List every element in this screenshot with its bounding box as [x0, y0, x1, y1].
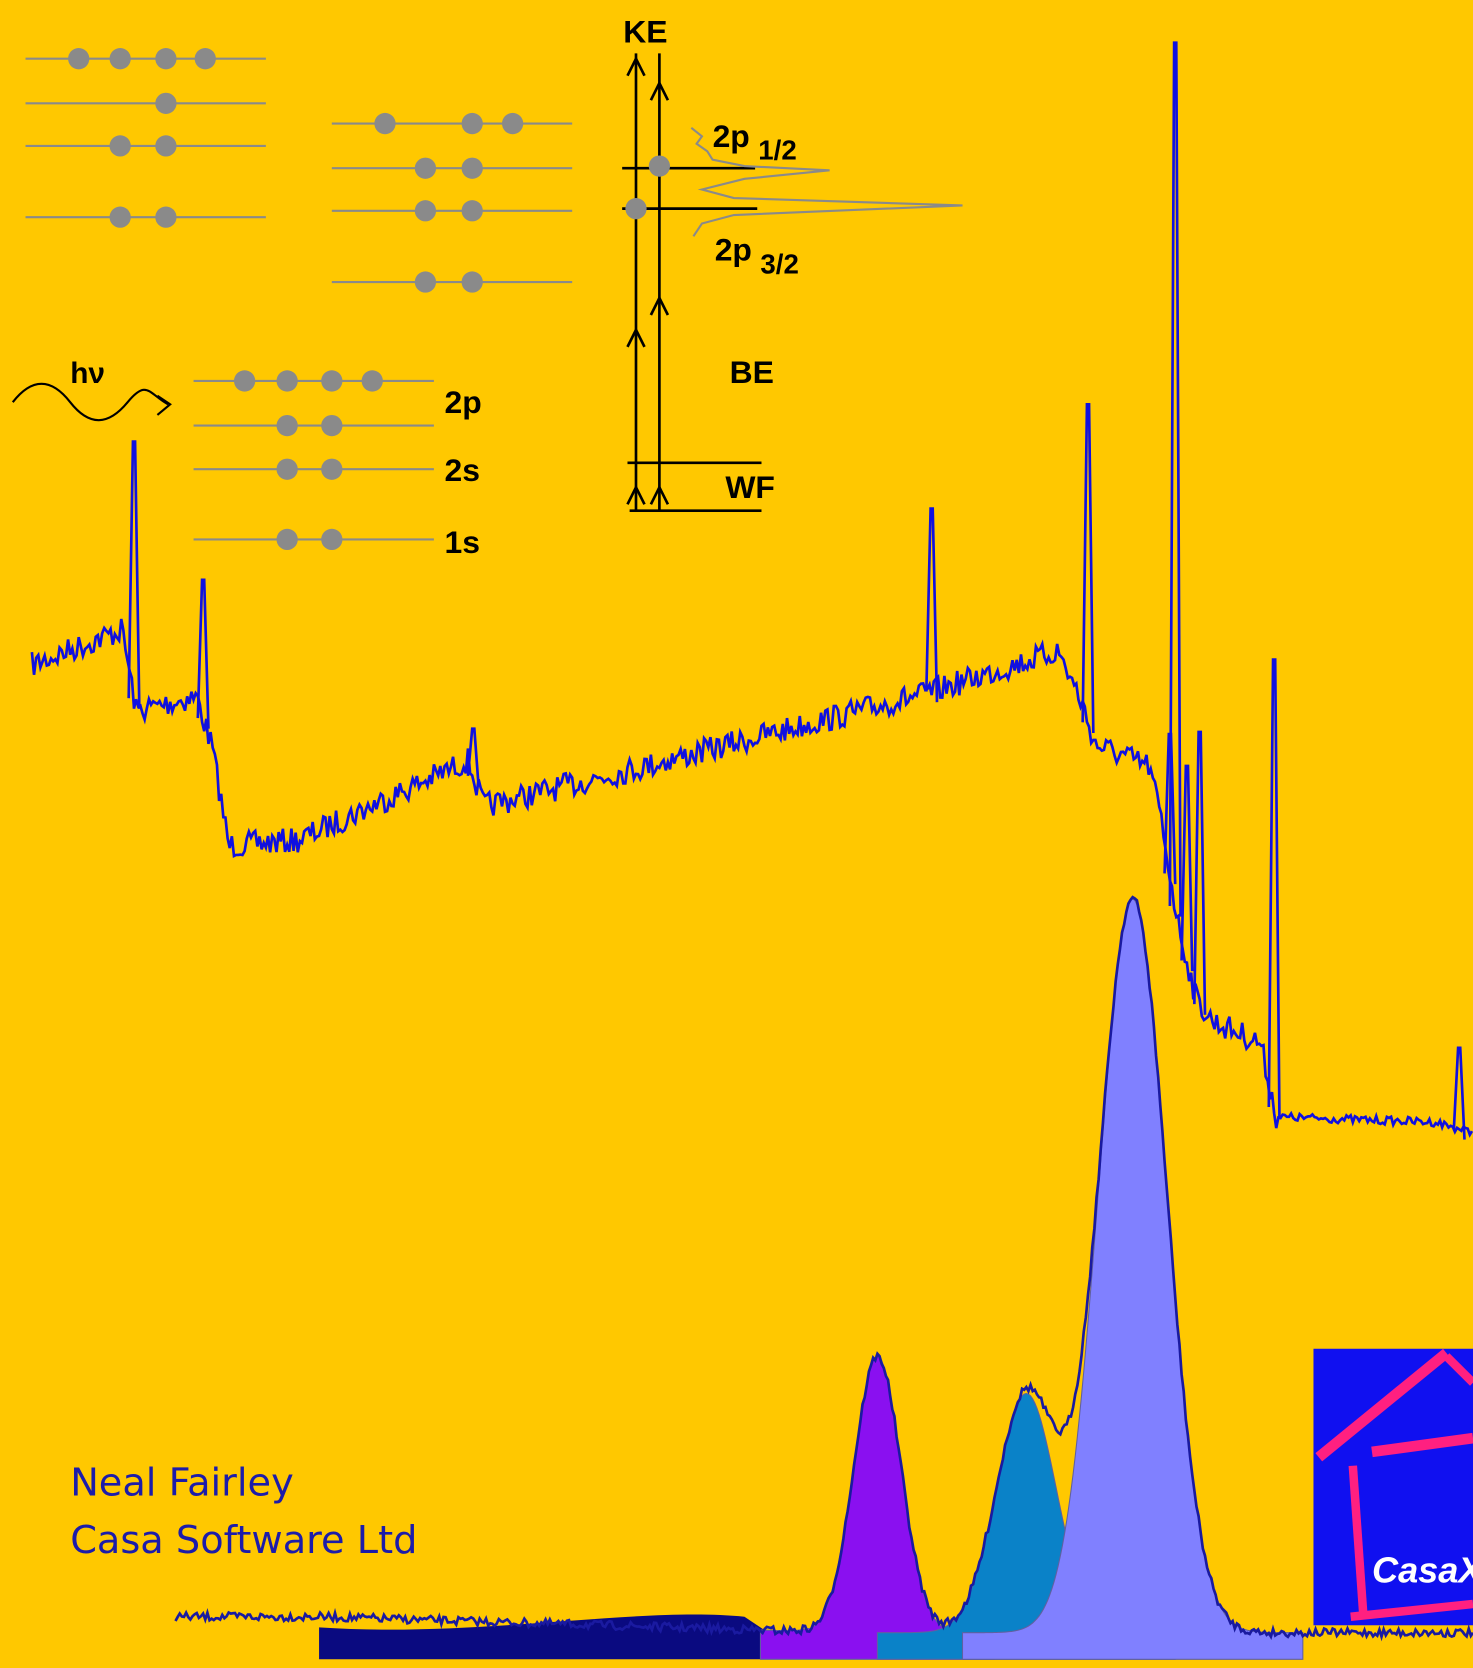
electron — [276, 414, 298, 437]
electron — [374, 112, 396, 135]
wf-label: WF — [725, 469, 775, 505]
drawing — [11, 41, 1473, 1660]
survey-spectrum — [30, 618, 1473, 1138]
spectrum-peak — [127, 440, 141, 709]
electron — [276, 528, 298, 551]
subscript: 1/2 — [758, 135, 796, 166]
electron — [194, 48, 216, 70]
electron — [321, 370, 343, 392]
electron — [321, 458, 343, 480]
electron — [155, 135, 177, 157]
logo-stroke — [1315, 1348, 1450, 1462]
be-label: BE — [730, 354, 774, 390]
spectrum-peak — [466, 727, 480, 787]
electron — [276, 458, 298, 480]
electron — [414, 271, 437, 293]
spectrum-peak — [1180, 764, 1194, 972]
electron — [321, 414, 343, 437]
electron — [233, 370, 256, 392]
electron — [461, 112, 483, 135]
orbital: 2p — [715, 232, 752, 268]
spectrum-peak — [925, 507, 939, 703]
spectrum-peak — [196, 578, 210, 729]
electron — [276, 370, 298, 392]
author-name: Neal Fairley — [70, 1461, 294, 1506]
electron — [68, 48, 90, 70]
electron — [109, 48, 131, 70]
arrow-head — [649, 484, 670, 505]
spectrum-peak — [1193, 730, 1207, 1015]
logo-text: CasaX — [1372, 1550, 1473, 1591]
background-band — [319, 1614, 809, 1660]
electron — [501, 112, 524, 135]
photon-label: hν — [70, 357, 105, 390]
spectrum-peak — [1163, 732, 1177, 885]
arrow-head — [626, 484, 646, 505]
envelope — [174, 895, 1473, 1642]
arrow-head — [649, 295, 670, 316]
orbital: 2p — [713, 118, 750, 154]
level-label: 2p 1/2 — [713, 118, 797, 166]
ke-label: KE — [623, 14, 667, 50]
company-name: Casa Software Ltd — [70, 1518, 417, 1563]
spectrum-peak — [1452, 1046, 1466, 1140]
photon-wave — [11, 382, 172, 422]
level-label: 2p 3/2 — [715, 232, 799, 280]
spectrum-peak — [1081, 403, 1095, 733]
fit-component — [961, 898, 1304, 1660]
electron — [155, 206, 177, 228]
electron — [414, 157, 437, 179]
logo-stroke — [1443, 1353, 1473, 1386]
electron — [625, 198, 647, 220]
orbital-label: 2s — [445, 452, 480, 488]
arrow-head — [649, 80, 670, 101]
electron — [461, 157, 483, 179]
electron — [109, 135, 131, 157]
electron — [648, 155, 671, 177]
arrow-head — [626, 55, 646, 77]
spectrum-peak — [1267, 658, 1281, 1118]
electron — [361, 370, 383, 392]
orbital-label: 2p — [445, 384, 482, 420]
orbital-label: 1s — [445, 524, 480, 560]
electron — [155, 48, 177, 70]
subscript: 3/2 — [760, 249, 798, 280]
electron — [109, 206, 131, 228]
arrow-head — [626, 326, 646, 348]
logo-stroke — [1350, 1599, 1473, 1621]
spectrum-peak — [1168, 41, 1182, 917]
electron — [461, 200, 483, 222]
logo-stroke — [1371, 1432, 1473, 1458]
electron — [461, 271, 483, 293]
electron — [321, 528, 343, 551]
electron — [414, 200, 437, 222]
logo-stroke — [1348, 1465, 1368, 1618]
electron — [155, 92, 177, 114]
doublet-peak — [690, 126, 963, 237]
